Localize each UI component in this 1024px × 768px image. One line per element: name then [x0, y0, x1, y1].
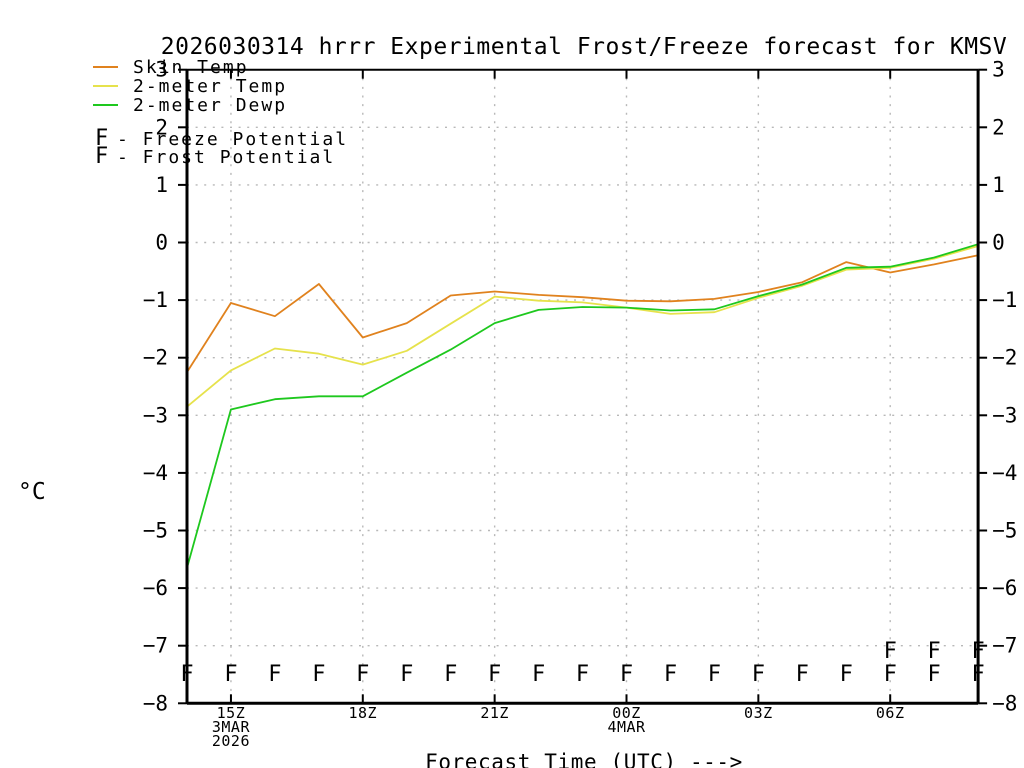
- y-tick-label-left: 1: [155, 173, 168, 197]
- y-tick-label-right: 1: [992, 173, 1005, 197]
- y-tick-label-left: −1: [143, 288, 168, 312]
- frost-potential-mark: F: [884, 639, 897, 664]
- y-tick-label-right: −3: [992, 403, 1017, 427]
- x-tick-label: 18Z: [349, 704, 378, 722]
- freeze-potential-mark: F: [840, 662, 853, 687]
- legend-label: 2-meter Dewp: [133, 95, 287, 116]
- y-tick-label-right: −5: [992, 519, 1017, 543]
- freeze-potential-mark: F: [356, 662, 369, 687]
- y-tick-label-right: −1: [992, 288, 1017, 312]
- legend-item: Skin Temp: [93, 57, 249, 78]
- y-tick-label-left: 2: [155, 115, 168, 139]
- y-tick-label-left: 3: [155, 58, 168, 82]
- y-tick-label-right: −7: [992, 634, 1017, 658]
- y-tick-label-right: 3: [992, 58, 1005, 82]
- freeze-potential-mark: F: [708, 662, 721, 687]
- legend-item: F - Frost Potential: [95, 144, 335, 169]
- y-tick-label-right: 0: [992, 231, 1005, 255]
- freeze-potential-mark: F: [576, 662, 589, 687]
- x-axis-title: Forecast Time (UTC) --->: [425, 750, 743, 768]
- series-2-meter-temp: [186, 245, 979, 408]
- y-tick-label-right: 2: [992, 115, 1005, 139]
- freeze-potential-mark: F: [752, 662, 765, 687]
- legend-marker-symbol: F: [95, 126, 108, 151]
- freeze-potential-mark: F: [400, 662, 413, 687]
- y-tick-label-right: −6: [992, 576, 1017, 600]
- y-tick-label-left: −6: [143, 576, 168, 600]
- freeze-potential-mark: F: [664, 662, 677, 687]
- y-tick-label-left: −3: [143, 403, 168, 427]
- x-tick-sublabel: 3MAR: [212, 718, 251, 736]
- y-tick-label-left: −7: [143, 634, 168, 658]
- x-tick-label: 00Z: [612, 704, 641, 722]
- y-tick-label-left: 0: [155, 231, 168, 255]
- legend-item: F - Freeze Potential: [95, 126, 348, 151]
- legend-item: 2-meter Dewp: [93, 95, 287, 116]
- freeze-potential-mark: F: [488, 662, 501, 687]
- chart-title: 2026030314 hrrr Experimental Frost/Freez…: [161, 34, 1007, 60]
- y-tick-label-left: −8: [143, 691, 168, 715]
- x-tick-sublabel: 2026: [212, 732, 250, 750]
- x-tick-label: 15Z: [217, 704, 246, 722]
- y-tick-label-right: −4: [992, 461, 1017, 485]
- x-tick-label: 03Z: [744, 704, 773, 722]
- freeze-potential-mark: F: [224, 662, 237, 687]
- freeze-potential-mark: F: [444, 662, 457, 687]
- freeze-potential-mark: F: [884, 662, 897, 687]
- x-tick-label: 21Z: [480, 704, 509, 722]
- y-tick-label-left: −4: [143, 461, 168, 485]
- legend-label: Skin Temp: [133, 57, 249, 78]
- legend-marker-label: - Freeze Potential: [117, 129, 348, 150]
- y-tick-label-right: −8: [992, 691, 1017, 715]
- x-tick-label: 06Z: [876, 704, 905, 722]
- legend-marker-label: - Frost Potential: [117, 147, 335, 168]
- series-2-meter-dewp: [186, 243, 979, 569]
- legend-marker-symbol: F: [95, 144, 108, 169]
- potential-marks-layer: FFFFFFFFFFFFFFFFFFFFFF: [180, 639, 984, 687]
- freeze-potential-mark: F: [532, 662, 545, 687]
- legend-label: 2-meter Temp: [133, 76, 287, 97]
- freeze-potential-mark: F: [796, 662, 809, 687]
- frost-potential-mark: F: [928, 639, 941, 664]
- series-layer: [186, 243, 979, 569]
- x-tick-sublabel: 4MAR: [607, 718, 646, 736]
- freeze-potential-mark: F: [312, 662, 325, 687]
- freeze-potential-mark: F: [268, 662, 281, 687]
- y-tick-label-right: −2: [992, 346, 1017, 370]
- y-tick-label-left: −5: [143, 519, 168, 543]
- y-axis-unit-label: °C: [18, 479, 46, 505]
- legend-item: 2-meter Temp: [93, 76, 287, 97]
- y-tick-label-left: −2: [143, 346, 168, 370]
- series-skin-temp: [186, 254, 979, 373]
- freeze-potential-mark: F: [620, 662, 633, 687]
- freeze-potential-mark: F: [928, 662, 941, 687]
- axes-layer: 3 3 2 2 1 1 0 0 −1 −1 −2 −2 −3 −3 −4 −4 −5 −5 −6 −6 −7 −7 −8 −8…: [143, 58, 1018, 750]
